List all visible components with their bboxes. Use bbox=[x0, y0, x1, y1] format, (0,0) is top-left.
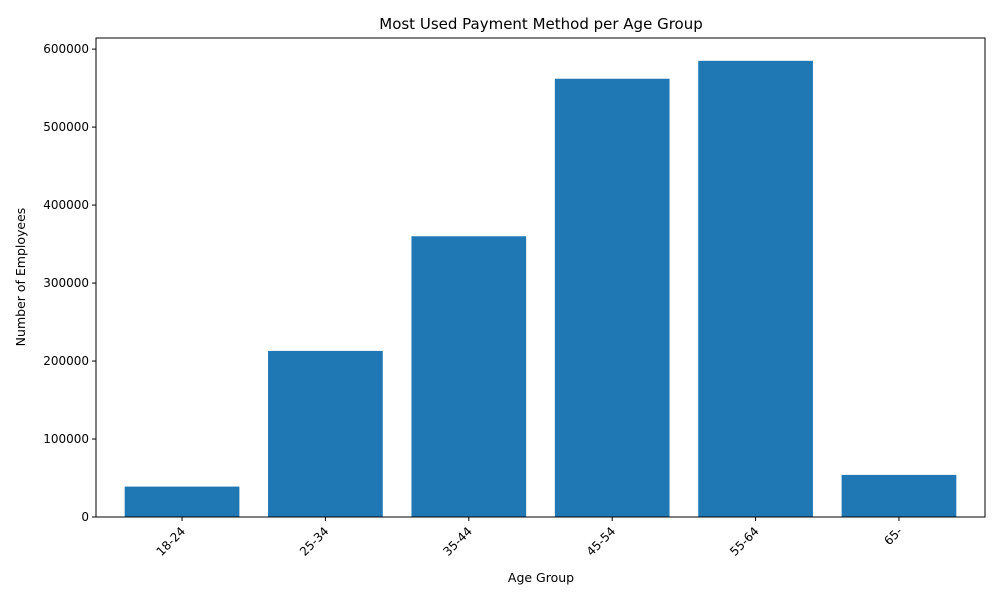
y-tick-label: 500000 bbox=[43, 120, 89, 134]
plot-frame bbox=[95, 37, 986, 518]
x-tick-label: 25-34 bbox=[297, 524, 332, 559]
bar-25-34 bbox=[268, 350, 383, 517]
x-axis-title: Age Group bbox=[508, 570, 574, 585]
y-tick-label: 400000 bbox=[43, 198, 89, 212]
bar-45-54 bbox=[554, 78, 670, 517]
x-tick-label: 55-64 bbox=[727, 524, 762, 559]
bar-18-24 bbox=[124, 486, 240, 517]
y-tick-label: 300000 bbox=[43, 276, 89, 290]
y-tick-label: 100000 bbox=[43, 432, 89, 446]
x-tick-label: 18-24 bbox=[154, 524, 189, 559]
bar-65- bbox=[841, 474, 957, 517]
y-tick-label: 600000 bbox=[43, 42, 89, 56]
bars-group bbox=[124, 60, 957, 518]
y-axis: 0 100000 200000 300000 400000 500000 600000 bbox=[43, 42, 96, 524]
x-axis: 18-24 25-34 35-44 45-54 55-64 65- bbox=[154, 517, 905, 559]
chart-title: Most Used Payment Method per Age Group bbox=[379, 15, 703, 33]
y-tick-label: 0 bbox=[81, 510, 89, 524]
x-tick-label: 65- bbox=[881, 524, 905, 548]
bar-35-44 bbox=[411, 236, 527, 517]
y-axis-title: Number of Employees bbox=[13, 208, 28, 347]
y-tick-label: 200000 bbox=[43, 354, 89, 368]
bar-55-64 bbox=[698, 60, 813, 518]
x-tick-label: 45-54 bbox=[584, 524, 619, 559]
x-tick-label: 35-44 bbox=[440, 524, 475, 559]
